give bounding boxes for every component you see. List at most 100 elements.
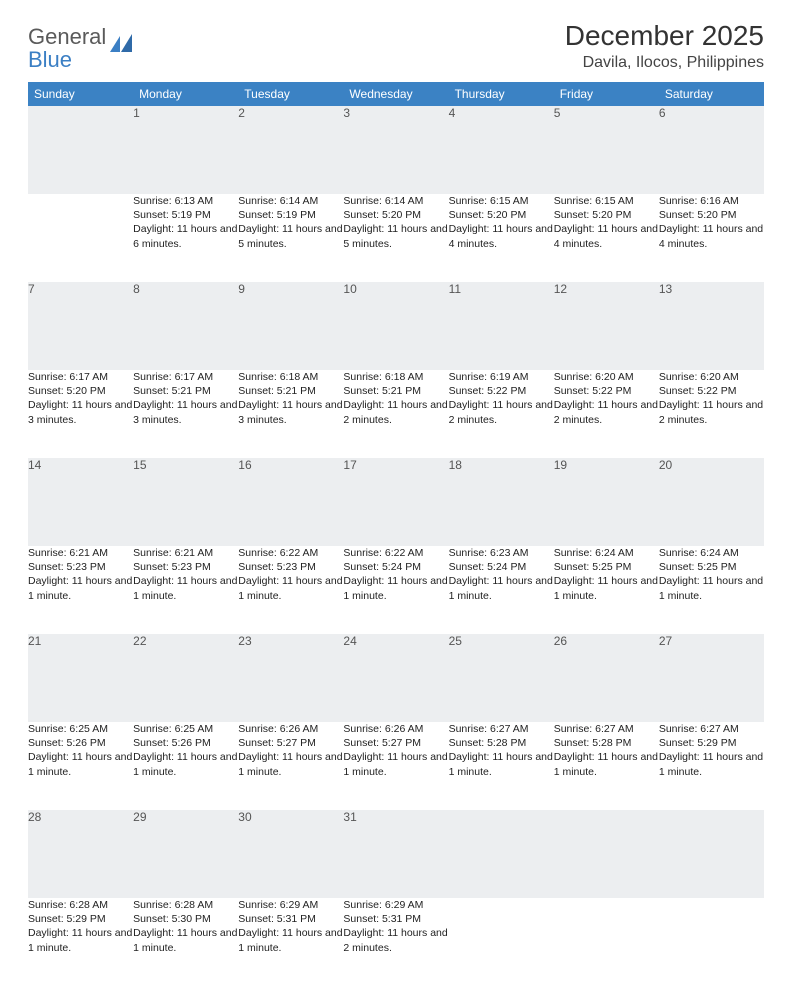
day-header: Sunday <box>28 82 133 106</box>
daylight-text: Daylight: 11 hours and 1 minute. <box>343 750 448 778</box>
sunset-text: Sunset: 5:20 PM <box>343 208 448 222</box>
sunset-text: Sunset: 5:20 PM <box>449 208 554 222</box>
day-info-row: Sunrise: 6:21 AMSunset: 5:23 PMDaylight:… <box>28 546 764 634</box>
daylight-text: Daylight: 11 hours and 5 minutes. <box>343 222 448 250</box>
day-info-cell: Sunrise: 6:20 AMSunset: 5:22 PMDaylight:… <box>659 370 764 458</box>
day-info-cell: Sunrise: 6:16 AMSunset: 5:20 PMDaylight:… <box>659 194 764 282</box>
day-info-cell: Sunrise: 6:28 AMSunset: 5:30 PMDaylight:… <box>133 898 238 986</box>
sunset-text: Sunset: 5:28 PM <box>449 736 554 750</box>
day-number-cell: 3 <box>343 106 448 194</box>
daylight-text: Daylight: 11 hours and 1 minute. <box>133 926 238 954</box>
day-number-row: 28293031 <box>28 810 764 898</box>
header: General Blue December 2025 Davila, Iloco… <box>28 20 764 72</box>
sunset-text: Sunset: 5:22 PM <box>554 384 659 398</box>
daylight-text: Daylight: 11 hours and 3 minutes. <box>133 398 238 426</box>
sunset-text: Sunset: 5:29 PM <box>28 912 133 926</box>
sunset-text: Sunset: 5:24 PM <box>343 560 448 574</box>
day-number-cell: 16 <box>238 458 343 546</box>
sunset-text: Sunset: 5:20 PM <box>28 384 133 398</box>
sunset-text: Sunset: 5:27 PM <box>343 736 448 750</box>
daylight-text: Daylight: 11 hours and 1 minute. <box>28 926 133 954</box>
day-info-row: Sunrise: 6:25 AMSunset: 5:26 PMDaylight:… <box>28 722 764 810</box>
day-info-cell: Sunrise: 6:26 AMSunset: 5:27 PMDaylight:… <box>343 722 448 810</box>
day-info-cell: Sunrise: 6:14 AMSunset: 5:19 PMDaylight:… <box>238 194 343 282</box>
sunrise-text: Sunrise: 6:20 AM <box>659 370 764 384</box>
day-number-cell: 15 <box>133 458 238 546</box>
day-info-cell <box>449 898 554 986</box>
calendar-table: Sunday Monday Tuesday Wednesday Thursday… <box>28 82 764 986</box>
day-header: Friday <box>554 82 659 106</box>
day-info-cell <box>28 194 133 282</box>
sunrise-text: Sunrise: 6:27 AM <box>449 722 554 736</box>
day-number-cell: 8 <box>133 282 238 370</box>
day-info-cell: Sunrise: 6:27 AMSunset: 5:29 PMDaylight:… <box>659 722 764 810</box>
daylight-text: Daylight: 11 hours and 1 minute. <box>238 750 343 778</box>
daylight-text: Daylight: 11 hours and 1 minute. <box>554 750 659 778</box>
day-number-cell: 17 <box>343 458 448 546</box>
day-info-cell: Sunrise: 6:29 AMSunset: 5:31 PMDaylight:… <box>238 898 343 986</box>
sunrise-text: Sunrise: 6:24 AM <box>554 546 659 560</box>
day-info-cell: Sunrise: 6:17 AMSunset: 5:21 PMDaylight:… <box>133 370 238 458</box>
sunrise-text: Sunrise: 6:13 AM <box>133 194 238 208</box>
day-info-cell: Sunrise: 6:27 AMSunset: 5:28 PMDaylight:… <box>449 722 554 810</box>
daylight-text: Daylight: 11 hours and 1 minute. <box>133 750 238 778</box>
sunset-text: Sunset: 5:19 PM <box>238 208 343 222</box>
day-number-row: 14151617181920 <box>28 458 764 546</box>
sunset-text: Sunset: 5:20 PM <box>554 208 659 222</box>
sunrise-text: Sunrise: 6:17 AM <box>133 370 238 384</box>
sunrise-text: Sunrise: 6:25 AM <box>28 722 133 736</box>
day-info-cell: Sunrise: 6:29 AMSunset: 5:31 PMDaylight:… <box>343 898 448 986</box>
sunset-text: Sunset: 5:21 PM <box>238 384 343 398</box>
sunrise-text: Sunrise: 6:18 AM <box>238 370 343 384</box>
sunset-text: Sunset: 5:25 PM <box>659 560 764 574</box>
day-number-cell <box>554 810 659 898</box>
day-number-cell: 4 <box>449 106 554 194</box>
day-number-cell: 1 <box>133 106 238 194</box>
sunset-text: Sunset: 5:22 PM <box>659 384 764 398</box>
sunset-text: Sunset: 5:23 PM <box>28 560 133 574</box>
day-number-cell: 31 <box>343 810 448 898</box>
sunrise-text: Sunrise: 6:14 AM <box>343 194 448 208</box>
daylight-text: Daylight: 11 hours and 1 minute. <box>449 750 554 778</box>
sunrise-text: Sunrise: 6:15 AM <box>449 194 554 208</box>
sunset-text: Sunset: 5:26 PM <box>28 736 133 750</box>
sunset-text: Sunset: 5:26 PM <box>133 736 238 750</box>
day-info-cell: Sunrise: 6:20 AMSunset: 5:22 PMDaylight:… <box>554 370 659 458</box>
month-title: December 2025 <box>565 20 764 52</box>
sunrise-text: Sunrise: 6:18 AM <box>343 370 448 384</box>
day-number-row: 123456 <box>28 106 764 194</box>
day-info-cell: Sunrise: 6:13 AMSunset: 5:19 PMDaylight:… <box>133 194 238 282</box>
daylight-text: Daylight: 11 hours and 1 minute. <box>238 574 343 602</box>
day-header: Thursday <box>449 82 554 106</box>
day-number-cell <box>659 810 764 898</box>
day-number-cell: 26 <box>554 634 659 722</box>
day-number-cell: 27 <box>659 634 764 722</box>
day-number-cell: 18 <box>449 458 554 546</box>
sunrise-text: Sunrise: 6:15 AM <box>554 194 659 208</box>
daylight-text: Daylight: 11 hours and 6 minutes. <box>133 222 238 250</box>
sunrise-text: Sunrise: 6:22 AM <box>343 546 448 560</box>
daylight-text: Daylight: 11 hours and 1 minute. <box>449 574 554 602</box>
sunrise-text: Sunrise: 6:27 AM <box>659 722 764 736</box>
sunset-text: Sunset: 5:24 PM <box>449 560 554 574</box>
day-info-cell: Sunrise: 6:28 AMSunset: 5:29 PMDaylight:… <box>28 898 133 986</box>
day-number-cell: 20 <box>659 458 764 546</box>
day-header-row: Sunday Monday Tuesday Wednesday Thursday… <box>28 82 764 106</box>
day-number-cell: 12 <box>554 282 659 370</box>
day-info-cell: Sunrise: 6:27 AMSunset: 5:28 PMDaylight:… <box>554 722 659 810</box>
daylight-text: Daylight: 11 hours and 2 minutes. <box>449 398 554 426</box>
day-info-cell: Sunrise: 6:25 AMSunset: 5:26 PMDaylight:… <box>28 722 133 810</box>
daylight-text: Daylight: 11 hours and 1 minute. <box>659 574 764 602</box>
sunset-text: Sunset: 5:21 PM <box>133 384 238 398</box>
day-info-cell: Sunrise: 6:23 AMSunset: 5:24 PMDaylight:… <box>449 546 554 634</box>
day-number-cell: 29 <box>133 810 238 898</box>
sunrise-text: Sunrise: 6:28 AM <box>133 898 238 912</box>
sunset-text: Sunset: 5:25 PM <box>554 560 659 574</box>
sunrise-text: Sunrise: 6:20 AM <box>554 370 659 384</box>
day-number-cell: 23 <box>238 634 343 722</box>
logo: General Blue <box>28 26 136 72</box>
title-block: December 2025 Davila, Ilocos, Philippine… <box>565 20 764 72</box>
day-info-cell: Sunrise: 6:15 AMSunset: 5:20 PMDaylight:… <box>449 194 554 282</box>
day-number-cell: 7 <box>28 282 133 370</box>
sunset-text: Sunset: 5:27 PM <box>238 736 343 750</box>
